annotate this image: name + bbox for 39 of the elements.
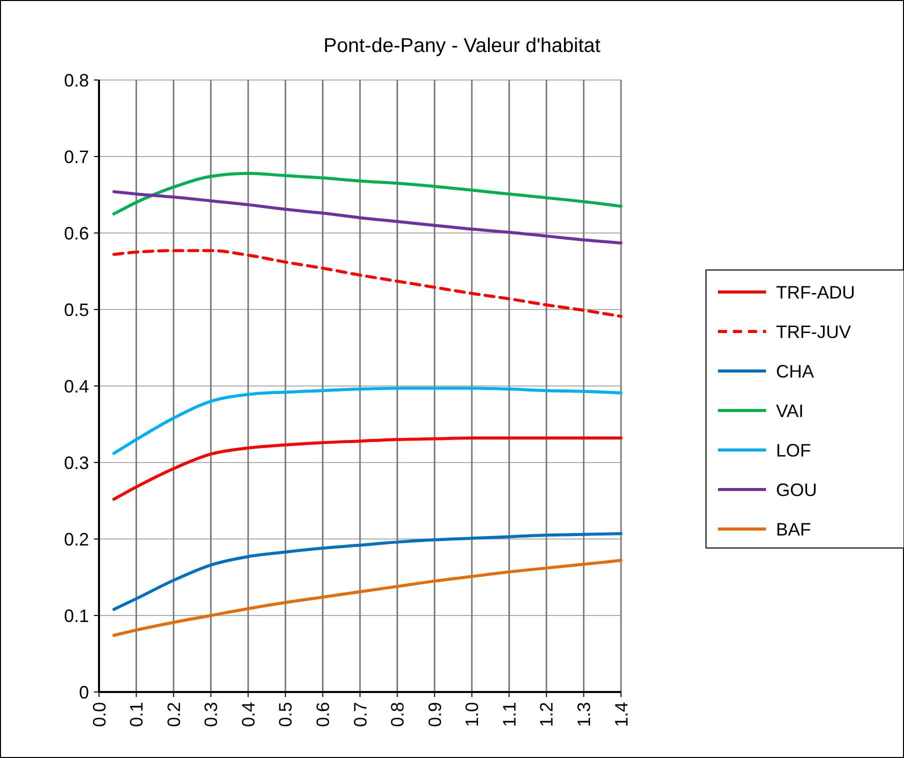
y-tick-label: 0.3 [64,452,89,473]
y-tick-label: 0.8 [64,70,89,90]
line-series [112,190,622,244]
y-tick-label: 0.5 [64,300,89,320]
x-tick-label: 0.1 [126,702,147,728]
y-tick-label: 0.7 [64,146,89,167]
x-tick-label: 0.4 [238,702,258,728]
legend-label: VAI [776,400,804,421]
line-series [112,532,622,611]
x-tick-label: 0.8 [388,702,408,728]
legend-label: TRF-JUV [776,322,851,342]
x-tick-label: 0.9 [424,702,445,728]
line-series [112,436,622,501]
legend-label: GOU [776,480,818,500]
y-tick-label: 0.6 [64,223,89,244]
x-tick-label: 0.7 [350,702,370,728]
legend-label: BAF [776,519,812,540]
legend-label: LOF [776,440,812,460]
legend-label: CHA [776,361,814,382]
x-tick-label: 0.5 [276,702,296,728]
x-tick-label: 0.6 [313,702,334,728]
legend-label: TRF-ADU [776,282,855,302]
line-series [112,558,622,637]
line-series [112,386,622,455]
x-tick-label: 1.4 [611,702,632,728]
y-tick-label: 0.1 [64,606,89,626]
y-tick-label: 0.2 [64,529,89,550]
line-series [112,172,622,216]
x-tick-label: 0.0 [89,702,110,728]
x-tick-label: 1.1 [499,702,520,728]
y-tick-label: 0 [78,682,89,702]
chart-title: Pont-de-Pany - Valeur d'habitat [324,35,601,57]
y-tick-label: 0.4 [64,376,89,396]
x-tick-label: 1.3 [574,702,594,728]
x-tick-label: 1.2 [536,702,557,728]
x-tick-label: 0.3 [201,702,222,728]
x-tick-label: 1.0 [462,702,482,728]
x-tick-label: 0.2 [164,702,184,728]
line-series [112,249,622,318]
